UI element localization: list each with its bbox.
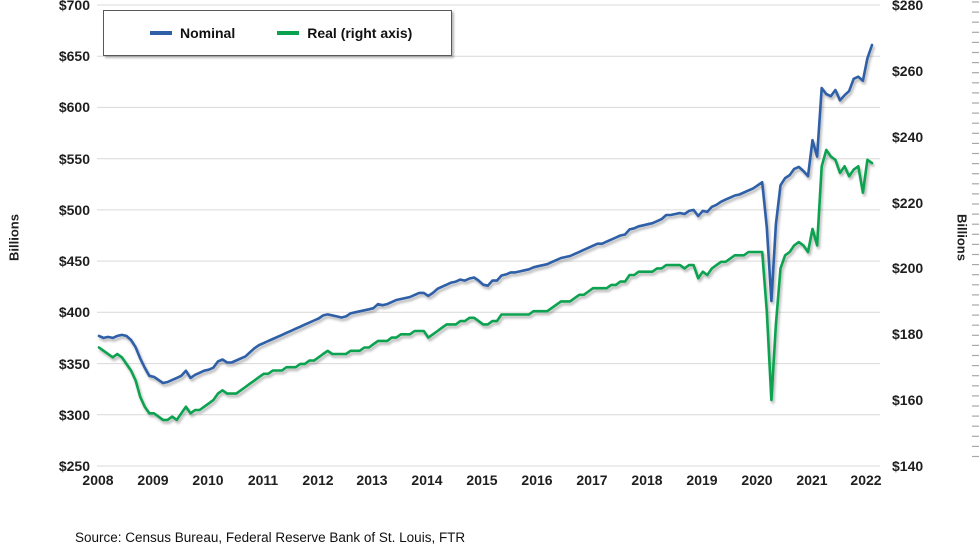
x-axis-year-label: 2009 — [137, 472, 169, 488]
real-line — [97, 148, 874, 422]
legend-item-real: Real (right axis) — [277, 25, 412, 41]
series-lines — [97, 43, 874, 422]
gridlines — [97, 4, 880, 467]
left-axis-tick-label: $600 — [58, 99, 90, 115]
left-axis-title: Billions — [6, 214, 22, 261]
right-axis-tick-label: $240 — [892, 129, 924, 145]
x-axis-year-label: 2015 — [466, 472, 498, 488]
x-axis-year-label: 2018 — [631, 472, 663, 488]
legend-item-nominal: Nominal — [150, 25, 235, 41]
real-line-swatch — [277, 31, 300, 35]
x-axis-year-label: 2012 — [302, 472, 334, 488]
x-axis-year-label: 2022 — [850, 472, 882, 488]
right-axis-tick-label: $140 — [892, 458, 924, 474]
nominal-line-swatch — [150, 31, 172, 35]
right-axis-minor-ticks — [972, 1, 979, 458]
left-axis-tick-label: $550 — [58, 151, 90, 167]
left-axis-tick-label: $250 — [58, 458, 90, 474]
x-axis-year-label: 2010 — [192, 472, 224, 488]
left-axis-tick-label: $700 — [58, 0, 90, 13]
right-axis-title: Billions — [954, 214, 970, 261]
left-axis-tick-label: $350 — [58, 356, 90, 372]
x-axis-year-label: 2021 — [796, 472, 828, 488]
x-axis-year-label: 2019 — [686, 472, 718, 488]
left-axis-tick-label: $500 — [58, 202, 90, 218]
x-axis-year-label: 2014 — [411, 472, 443, 488]
left-axis-tick-label: $300 — [58, 407, 90, 423]
left-axis-tick-label: $450 — [58, 253, 90, 269]
x-axis-year-label: 2011 — [247, 472, 279, 488]
left-axis-tick-label: $400 — [58, 304, 90, 320]
nominal-line — [97, 43, 874, 385]
right-axis-tick-label: $260 — [892, 63, 924, 79]
x-axis-year-label: 2020 — [741, 472, 773, 488]
legend: Nominal Real (right axis) — [103, 10, 452, 56]
right-axis-tick-label: $180 — [892, 326, 924, 342]
x-axis-year-label: 2017 — [576, 472, 608, 488]
left-axis-tick-label: $650 — [58, 48, 90, 64]
x-axis-year-label: 2016 — [521, 472, 553, 488]
x-axis-year-label: 2008 — [82, 472, 114, 488]
legend-label-nominal: Nominal — [180, 25, 236, 41]
source-note: Source: Census Bureau, Federal Reserve B… — [75, 530, 466, 545]
legend-label-real: Real (right axis) — [307, 25, 413, 41]
right-axis-tick-label: $200 — [892, 260, 924, 276]
x-axis-year-label: 2013 — [356, 472, 388, 488]
right-axis-tick-label: $160 — [892, 392, 924, 408]
right-axis-tick-label: $280 — [892, 0, 924, 13]
right-axis-tick-label: $220 — [892, 195, 924, 211]
